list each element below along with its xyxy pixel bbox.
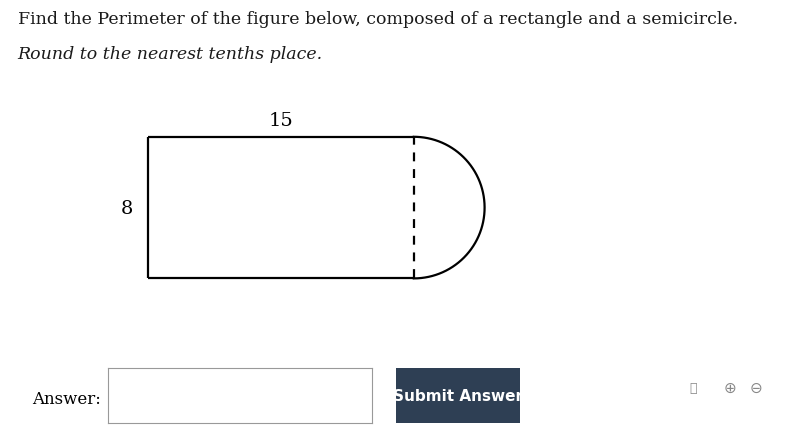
Text: Round to the nearest tenths place.: Round to the nearest tenths place.	[18, 46, 322, 63]
Text: ⊖: ⊖	[750, 380, 762, 395]
Text: 15: 15	[269, 112, 294, 130]
Text: Find the Perimeter of the figure below, composed of a rectangle and a semicircle: Find the Perimeter of the figure below, …	[18, 11, 738, 28]
Text: 8: 8	[121, 199, 134, 217]
Text: ⊕: ⊕	[724, 380, 737, 395]
Text: Submit Answer: Submit Answer	[393, 388, 523, 403]
Text: 🖩: 🖩	[690, 381, 697, 394]
Text: Answer:: Answer:	[32, 390, 101, 407]
